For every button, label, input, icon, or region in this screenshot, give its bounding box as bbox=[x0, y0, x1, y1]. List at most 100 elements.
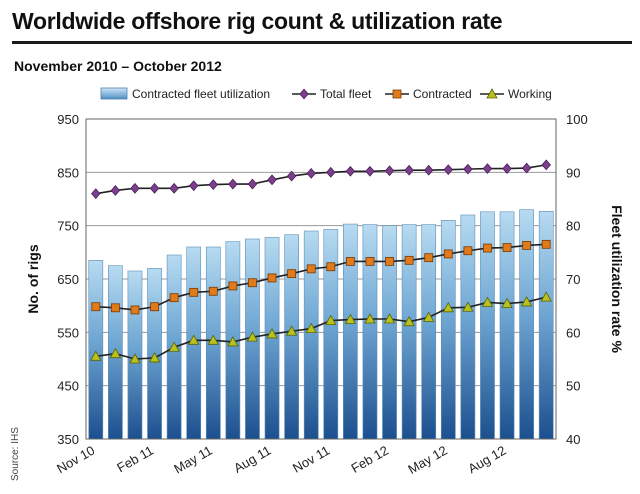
legend-label-total-fleet: Total fleet bbox=[320, 87, 372, 101]
chart-title: Worldwide offshore rig count & utilizati… bbox=[12, 8, 503, 34]
total-fleet-point bbox=[404, 164, 414, 176]
contracted-point bbox=[443, 249, 453, 259]
total-fleet-point bbox=[384, 165, 395, 177]
y-tick-label: 550 bbox=[57, 325, 79, 340]
legend-label-contracted: Contracted bbox=[413, 87, 472, 101]
title-rule bbox=[12, 41, 632, 44]
y2-tick-label: 50 bbox=[566, 379, 580, 394]
working-point bbox=[520, 296, 533, 307]
x-tick-label: Feb 12 bbox=[348, 443, 391, 476]
contracted-point bbox=[463, 246, 473, 256]
utilization-bar bbox=[343, 223, 358, 440]
utilization-bar bbox=[362, 224, 378, 440]
legend-label-working: Working bbox=[508, 87, 552, 101]
total-fleet-point bbox=[130, 182, 140, 194]
total-fleet-point bbox=[188, 180, 199, 192]
contracted-point bbox=[267, 273, 277, 283]
total-fleet-point bbox=[228, 178, 238, 190]
total-fleet-point bbox=[541, 159, 551, 171]
x-tick-label: Nov 11 bbox=[290, 443, 332, 476]
working-point bbox=[90, 350, 102, 361]
y-tick-label: 450 bbox=[57, 379, 79, 394]
working-point bbox=[344, 313, 357, 324]
working-point bbox=[305, 322, 317, 334]
legend-swatch-contracted-fleet-utilization bbox=[100, 87, 128, 100]
contracted-point bbox=[169, 293, 179, 303]
y2-tick-label: 60 bbox=[566, 325, 580, 340]
contracted-point bbox=[150, 302, 159, 312]
total-fleet-point bbox=[423, 164, 434, 176]
working-point bbox=[540, 291, 552, 302]
contracted-point bbox=[345, 256, 355, 266]
utilization-bar bbox=[88, 260, 104, 440]
working-point bbox=[129, 353, 141, 364]
contracted-point bbox=[424, 253, 434, 263]
legend-marker-contracted bbox=[392, 89, 402, 99]
total-fleet-point bbox=[443, 164, 454, 176]
contracted-point bbox=[189, 287, 199, 297]
source-note: Source: IHS bbox=[10, 427, 21, 481]
contracted-point bbox=[110, 303, 120, 313]
x-tick-label: Aug 11 bbox=[231, 443, 273, 476]
utilization-bar bbox=[303, 230, 319, 440]
y2-tick-label: 100 bbox=[566, 112, 588, 127]
working-point bbox=[109, 347, 122, 359]
working-point bbox=[168, 341, 180, 352]
working-point bbox=[462, 301, 474, 312]
total-fleet-point bbox=[326, 166, 336, 178]
total-fleet-point bbox=[169, 182, 179, 194]
contracted-point bbox=[522, 240, 532, 250]
total-fleet-point bbox=[482, 163, 493, 175]
working-point bbox=[148, 352, 161, 363]
legend-marker-total-fleet bbox=[299, 88, 309, 100]
working-point bbox=[481, 296, 494, 307]
total-fleet-point bbox=[345, 165, 356, 177]
working-point bbox=[501, 297, 513, 308]
y-tick-label: 750 bbox=[57, 219, 79, 234]
contracted-point bbox=[306, 264, 316, 274]
x-tick-label: Nov 10 bbox=[54, 443, 97, 477]
utilization-bar bbox=[284, 234, 299, 440]
y2-tick-label: 90 bbox=[566, 165, 580, 180]
contracted-point bbox=[541, 239, 551, 249]
y-tick-label: 950 bbox=[57, 112, 79, 127]
working-point bbox=[285, 325, 298, 336]
utilization-bar bbox=[323, 229, 339, 440]
contracted-point bbox=[326, 262, 336, 272]
contracted-point bbox=[228, 281, 238, 291]
contracted-point bbox=[404, 255, 414, 265]
total-fleet-point bbox=[110, 185, 121, 196]
contracted-point bbox=[483, 243, 492, 253]
contracted-point bbox=[287, 269, 297, 279]
x-tick-label: May 12 bbox=[405, 443, 449, 477]
y-tick-label: 650 bbox=[57, 272, 79, 287]
y2-tick-label: 40 bbox=[566, 432, 580, 447]
y2-tick-label: 70 bbox=[566, 272, 580, 287]
total-fleet-point bbox=[502, 163, 512, 175]
total-fleet-point bbox=[149, 182, 160, 194]
total-fleet-point bbox=[247, 178, 258, 190]
working-point bbox=[364, 313, 376, 324]
total-fleet-point bbox=[208, 179, 219, 191]
working-point bbox=[266, 328, 278, 339]
legend-marker-working bbox=[486, 88, 498, 99]
total-fleet-point bbox=[521, 162, 532, 174]
y-tick-label: 850 bbox=[57, 165, 79, 180]
y-axis-title: No. of rigs bbox=[25, 244, 41, 313]
contracted-point bbox=[502, 243, 512, 252]
plot-frame bbox=[85, 118, 557, 440]
working-point bbox=[325, 314, 337, 326]
working-point bbox=[403, 315, 415, 327]
total-fleet-point bbox=[267, 174, 277, 186]
working-point bbox=[207, 334, 219, 345]
x-tick-label: Aug 12 bbox=[465, 443, 508, 477]
working-point bbox=[423, 311, 435, 322]
contracted-point bbox=[365, 256, 375, 266]
total-fleet-point bbox=[91, 188, 101, 200]
contracted-point bbox=[248, 278, 257, 288]
x-tick-label: Feb 11 bbox=[114, 443, 156, 476]
legend-label-contracted-fleet-utilization: Contracted fleet utilization bbox=[132, 87, 270, 101]
contracted-point bbox=[130, 305, 140, 315]
total-fleet-point bbox=[365, 165, 375, 177]
